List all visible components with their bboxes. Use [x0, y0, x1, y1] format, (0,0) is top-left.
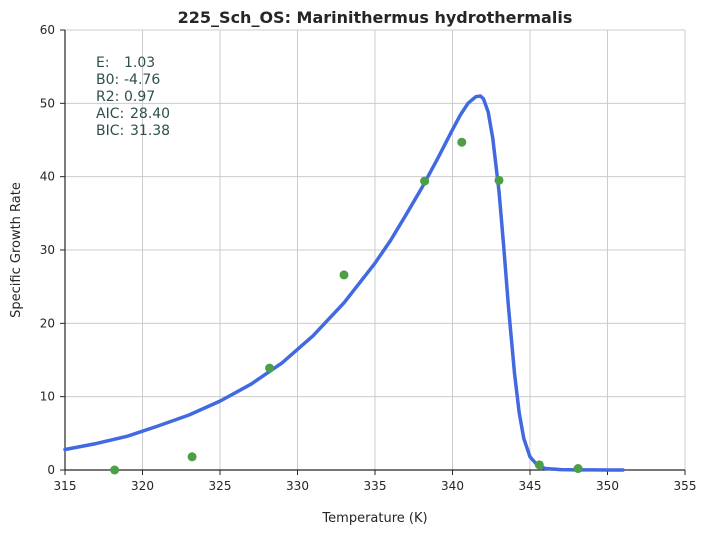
data-point [573, 464, 583, 474]
grid [65, 29, 686, 470]
fit-curve-line [63, 94, 625, 472]
x-tick-label: 320 [131, 479, 154, 493]
stat-label: BIC: [96, 123, 124, 139]
stat-label: E: [96, 55, 110, 71]
data-point [457, 137, 467, 147]
y-tick-label: 50 [40, 96, 55, 110]
y-tick-label: 30 [40, 243, 55, 257]
stat-value: 0.97 [124, 89, 155, 105]
stat-value: 31.38 [130, 123, 170, 139]
stat-label: R2: [96, 89, 119, 105]
chart-title: 225_Sch_OS: Marinithermus hydrothermalis [178, 8, 573, 27]
data-point [534, 460, 544, 470]
x-tick-label: 345 [519, 479, 542, 493]
x-tick-label: 325 [209, 479, 232, 493]
x-tick-label: 355 [674, 479, 697, 493]
x-tick-label: 350 [596, 479, 619, 493]
data-point [420, 176, 430, 186]
x-tick-label: 335 [364, 479, 387, 493]
y-axis-label: Specific Growth Rate [9, 182, 24, 318]
y-tick-label: 60 [40, 23, 55, 37]
data-point [187, 452, 197, 462]
data-points [110, 137, 583, 475]
data-point [339, 270, 349, 280]
y-tick-label: 20 [40, 316, 55, 330]
stat-value: 28.40 [130, 106, 170, 122]
y-tick-labels: 0 10 20 30 40 50 60 [40, 23, 65, 477]
data-point [110, 465, 120, 475]
y-tick-label: 40 [40, 170, 55, 184]
x-tick-label: 330 [286, 479, 309, 493]
stat-label: B0: [96, 72, 119, 88]
stat-value: -4.76 [124, 72, 160, 88]
data-point [265, 363, 275, 373]
stat-label: AIC: [96, 106, 124, 122]
y-tick-label: 0 [47, 463, 55, 477]
x-axis-label: Temperature (K) [321, 511, 427, 526]
fit-curve [63, 94, 625, 472]
x-tick-label: 315 [54, 479, 77, 493]
stat-value: 1.03 [124, 55, 155, 71]
data-point [494, 175, 504, 185]
y-tick-label: 10 [40, 390, 55, 404]
x-tick-label: 340 [441, 479, 464, 493]
x-tick-labels: 315 320 325 330 335 340 345 350 355 [54, 470, 697, 493]
